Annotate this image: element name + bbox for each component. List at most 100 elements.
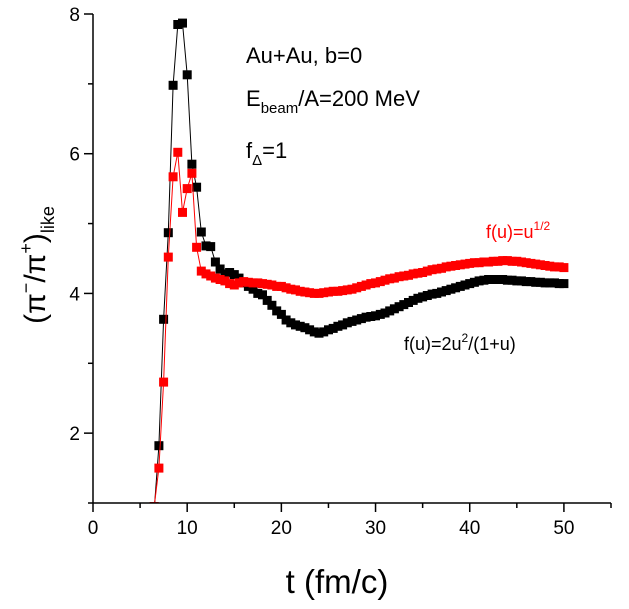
data-point: [399, 271, 409, 281]
data-point: [291, 320, 300, 330]
data-point: [413, 293, 423, 303]
data-point: [498, 275, 508, 284]
annotation-f-delta: fΔ=1: [246, 138, 287, 169]
data-point: [196, 266, 206, 276]
data-point: [314, 328, 324, 338]
data-point: [512, 256, 522, 266]
data-point: [380, 308, 390, 318]
data-point: [163, 228, 173, 238]
data-point: [484, 257, 494, 267]
axes: [92, 14, 611, 504]
data-point: [178, 18, 187, 28]
data-point: [385, 306, 395, 316]
y-axis-title-sup1: −: [16, 283, 36, 294]
data-point: [559, 263, 569, 273]
data-point: [488, 256, 498, 266]
data-point: [347, 284, 357, 294]
data-point: [276, 281, 286, 291]
data-point: [531, 277, 541, 287]
data-point: [309, 288, 319, 298]
annotation-beam-energy-main: E: [246, 86, 261, 111]
data-point: [469, 277, 479, 287]
data-point: [380, 275, 390, 285]
data-point: [215, 264, 225, 274]
data-point: [201, 241, 211, 251]
y-tick-label: 4: [69, 284, 80, 305]
data-point: [366, 279, 376, 289]
data-point: [314, 288, 324, 298]
annotation-collision: Au+Au, b=0: [246, 43, 362, 68]
data-point: [507, 275, 517, 285]
x-tick-label: 20: [271, 518, 292, 539]
data-point: [371, 311, 380, 321]
x-tick-label: 30: [365, 518, 386, 539]
data-point: [258, 290, 267, 300]
data-point: [281, 315, 291, 325]
data-point: [418, 268, 428, 277]
data-point: [465, 258, 475, 268]
data-point: [526, 277, 536, 287]
data-point: [427, 265, 437, 275]
data-point: [258, 279, 267, 289]
data-point: [262, 295, 272, 305]
x-axis-title: t (fm/c): [286, 563, 389, 600]
data-point: [276, 309, 286, 319]
data-point: [267, 300, 277, 310]
x-tick-label: 10: [177, 518, 198, 539]
data-point: [465, 279, 475, 289]
data-point: [324, 325, 333, 335]
data-point: [517, 276, 526, 286]
series-layer: [149, 18, 569, 515]
data-point: [225, 279, 235, 289]
data-point: [272, 281, 282, 291]
annotation-beam-energy-sub: beam: [261, 100, 299, 117]
data-point: [455, 260, 465, 270]
data-point: [502, 275, 512, 285]
x-tick-label: 50: [553, 518, 574, 539]
data-point: [338, 320, 348, 330]
annotation-beam-energy-rest: /A=200 MeV: [298, 86, 420, 111]
data-point: [187, 168, 197, 178]
annotation-f-delta-sub: Δ: [252, 152, 262, 169]
data-point: [178, 207, 187, 217]
data-point: [305, 325, 315, 335]
data-point: [413, 268, 423, 278]
data-point: [550, 278, 559, 288]
series-label-red-sup: 1/2: [534, 219, 551, 233]
data-point: [441, 286, 451, 296]
data-point: [168, 172, 178, 182]
data-point: [356, 281, 366, 291]
y-axis-title-sup2: +: [16, 243, 36, 254]
data-point: [173, 20, 183, 29]
annotation-f-delta-main: f: [246, 138, 253, 163]
data-point: [540, 261, 550, 270]
data-point: [554, 262, 564, 272]
data-point: [432, 264, 442, 274]
data-point: [422, 266, 432, 276]
data-point: [225, 268, 235, 277]
data-point: [196, 227, 206, 237]
ticks-layer: 0 10 20 30 40 50 2 4 6 8: [69, 5, 612, 539]
data-point: [526, 258, 536, 268]
data-point: [404, 270, 413, 280]
data-point: [540, 278, 550, 288]
data-point: [554, 279, 564, 289]
data-point: [234, 273, 244, 283]
data-point: [437, 263, 446, 273]
y-tick-label: 2: [69, 424, 80, 445]
data-point: [352, 315, 362, 325]
data-point: [356, 314, 366, 324]
data-point: [404, 298, 413, 307]
data-point: [437, 287, 446, 297]
data-point: [229, 280, 239, 290]
data-point: [488, 275, 498, 284]
data-point: [399, 300, 409, 310]
data-point: [479, 275, 489, 285]
data-point: [324, 287, 333, 297]
data-point: [517, 257, 526, 267]
y-axis-title-sub: like: [38, 206, 58, 233]
series-label-black: f(u)=2u2/(1+u): [404, 331, 516, 354]
data-point: [150, 506, 159, 515]
data-point: [545, 278, 555, 288]
data-point: [220, 269, 230, 279]
